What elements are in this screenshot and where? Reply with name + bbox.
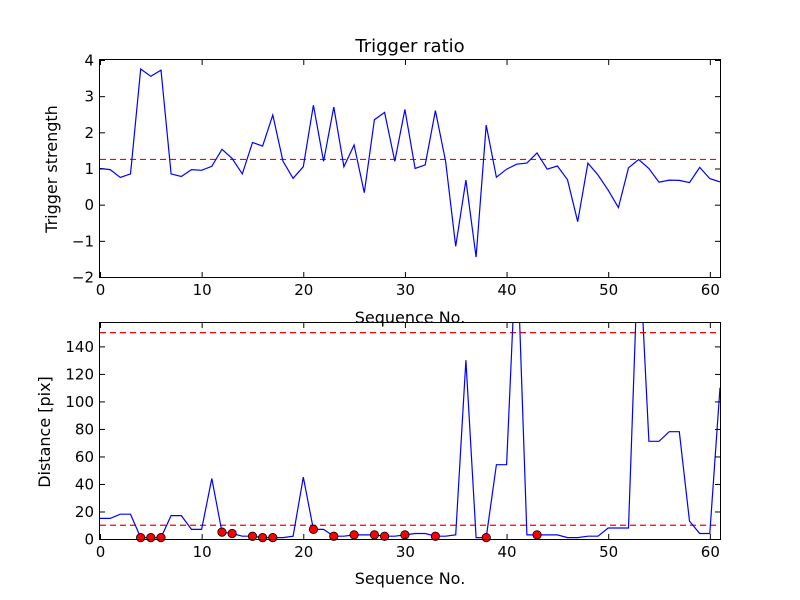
y-tick-label: 0 [84,196,94,214]
data-point-marker [146,533,156,543]
series-line [100,323,720,539]
plot-area [100,323,720,539]
series-line [100,67,720,258]
x-tick-label: 10 [193,543,212,561]
x-tick-label: 40 [498,281,517,299]
y-axis-label: Trigger strength [42,105,61,234]
y-tick-label: 2 [84,124,94,142]
x-tick-label: 60 [701,543,720,561]
y-tick-label: 60 [75,448,94,466]
y-tick-label: 20 [75,503,94,521]
data-point-marker [430,531,441,541]
plot-frame [99,59,721,278]
x-tick-label: 50 [599,281,618,299]
y-tick-label: 1 [84,160,94,178]
plot-frame [99,322,721,540]
data-point-marker [532,530,542,540]
y-tick-label: 0 [84,531,94,549]
x-axis-label: Sequence No. [355,569,466,588]
y-tick-label: 100 [65,393,94,411]
x-tick-label: 20 [294,543,313,561]
y-tick-label: 140 [65,338,94,356]
data-point-marker [379,531,390,541]
y-tick-label: 40 [75,475,94,493]
data-point-marker [136,533,146,543]
data-point-marker [217,527,227,537]
data-point-marker [247,531,258,541]
y-tick-label: 4 [84,52,94,70]
distance-plot: 0 10 20 30 40 50 60 0 20 40 60 80 100 120 140 Sequence… [35,322,721,588]
data-point-marker [258,533,268,543]
x-tick-label: 30 [396,543,415,561]
chart-title: Trigger ratio [354,36,464,57]
x-tick-label: 30 [396,281,415,299]
data-point-marker [329,531,339,541]
data-point-marker [268,533,278,543]
data-point-marker [156,533,166,543]
y-axis-label: Distance [pix] [35,376,54,488]
data-point-marker [369,530,380,540]
x-tick-label: 0 [96,543,106,561]
data-point-marker [481,533,491,543]
y-tick-label: 120 [65,365,94,383]
x-tick-label: 20 [294,281,313,299]
data-point-marker [227,528,237,539]
x-tick-label: 0 [96,281,106,299]
y-tick-label: 3 [84,88,94,106]
x-tick-label: 40 [498,543,517,561]
y-tick-label: −1 [72,232,94,250]
x-tick-label: 60 [701,281,720,299]
x-tick-label: 50 [599,543,618,561]
x-tick-label: 10 [193,281,212,299]
plot-area [100,67,720,258]
y-tick-label: 80 [75,420,94,438]
data-point-marker [308,524,319,534]
x-axis-label: Sequence No. [355,308,466,327]
data-point-marker [349,530,359,540]
y-tick-label: −2 [72,269,94,287]
